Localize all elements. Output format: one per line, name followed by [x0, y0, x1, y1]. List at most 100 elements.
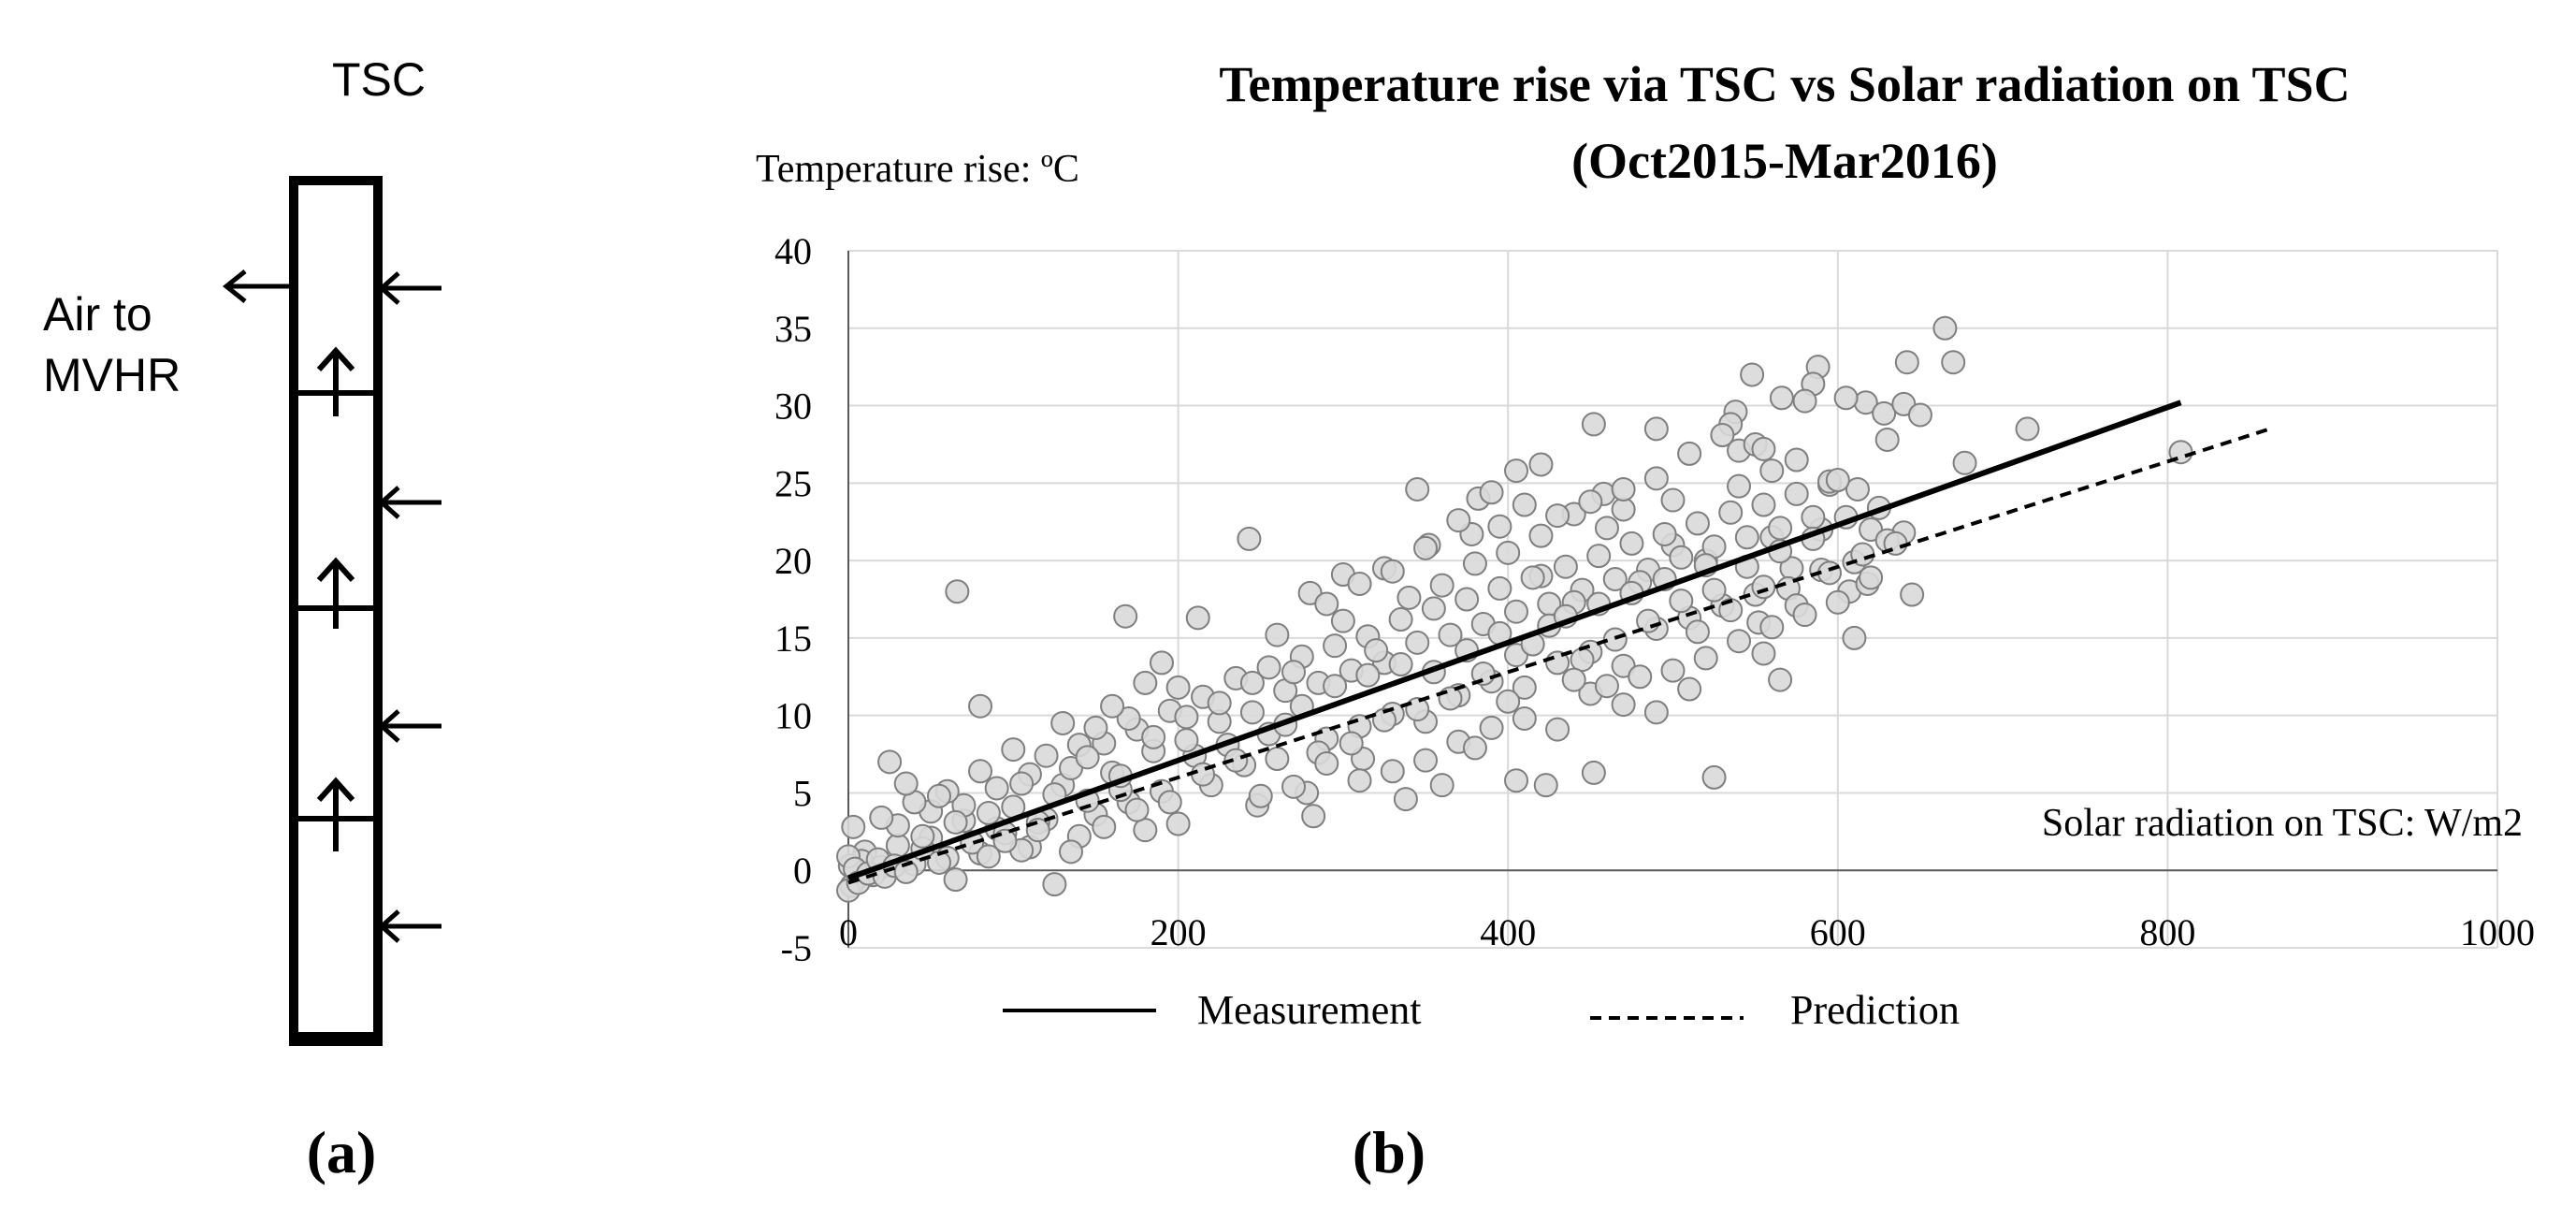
scatter-point: [1504, 458, 1529, 484]
scatter-point: [1429, 773, 1454, 798]
scatter-point: [1347, 571, 1372, 596]
scatter-point: [910, 823, 935, 849]
scatter-point: [1533, 773, 1558, 798]
y-tick-label: 40: [774, 230, 812, 272]
scatter-point: [893, 859, 919, 884]
scatter-point: [1586, 544, 1612, 569]
scatter-point: [1907, 402, 1932, 428]
scatter-point: [1479, 480, 1504, 505]
scatter-point: [1092, 814, 1117, 839]
scatter-point: [1239, 670, 1265, 695]
scatter-point: [1413, 748, 1439, 773]
scatter-point: [1545, 717, 1570, 742]
scatter-point: [1397, 585, 1422, 610]
scatter-point: [945, 579, 970, 604]
scatter-point: [1611, 476, 1636, 501]
scatter-point: [1669, 589, 1694, 614]
legend-prediction-label: Prediction: [1790, 987, 1960, 1033]
scatter-point: [1446, 508, 1471, 533]
scatter-point: [1364, 638, 1389, 663]
scatter-point: [1438, 686, 1463, 711]
scatter-point: [1462, 551, 1487, 576]
panel-a-schematic: TSC: [43, 53, 441, 1185]
scatter-point: [1952, 450, 1977, 475]
scatter-point: [1256, 655, 1281, 680]
scatter-point: [1685, 511, 1710, 536]
x-tick-label: 600: [1810, 911, 1866, 953]
scatter-points: [836, 315, 2193, 903]
measurement-line: [847, 400, 2182, 881]
scatter-point: [1380, 759, 1405, 784]
scatter-point: [1479, 715, 1504, 740]
scatter-point: [1113, 603, 1138, 629]
scatter-point: [1677, 676, 1702, 702]
scatter-point: [968, 759, 993, 784]
scatter-point: [1874, 427, 1900, 452]
scatter-point: [877, 749, 903, 775]
y-axis-label: Temperature rise: ºC: [756, 148, 1079, 191]
scatter-point: [1751, 436, 1776, 461]
prediction-line: [847, 427, 2271, 885]
air-inlet-arrow-icon: [378, 271, 441, 305]
scatter-point: [1330, 608, 1355, 633]
scatter-point: [1561, 667, 1586, 692]
panel-b-chart: Temperature rise via TSC vs Solar radiat…: [756, 56, 2535, 1185]
chart-subtitle: (Oct2015-Mar2016): [1571, 133, 1998, 189]
scatter-point: [1265, 622, 1290, 647]
scatter-point: [1581, 760, 1606, 785]
scatter-point: [2015, 416, 2040, 442]
scatter-point: [841, 814, 866, 839]
scatter-point: [1553, 554, 1578, 579]
scatter-point: [1842, 625, 1867, 650]
scatter-point: [1265, 747, 1290, 772]
scatter-point: [1545, 503, 1570, 529]
scatter-point: [1932, 315, 1958, 341]
scatter-point: [1239, 700, 1265, 725]
scatter-point: [1314, 591, 1339, 617]
scatter-point: [1594, 516, 1619, 541]
scatter-point: [1833, 385, 1859, 411]
air-inlet-arrow-icon: [378, 709, 441, 743]
scatter-point: [1141, 724, 1166, 749]
outlet-label-line-2: MVHR: [43, 349, 181, 401]
scatter-point: [1347, 768, 1372, 793]
scatter-point: [943, 867, 968, 893]
scatter-point: [1100, 693, 1125, 719]
scatter-point: [1496, 689, 1521, 714]
y-tick-label: 15: [774, 618, 812, 660]
scatter-point: [1059, 839, 1084, 865]
scatter-point: [1792, 603, 1817, 628]
scatter-point: [1701, 764, 1727, 790]
panel-a-label: (a): [307, 1119, 377, 1185]
scatter-point: [1718, 500, 1744, 525]
scatter-point: [1075, 745, 1100, 770]
scatter-point: [1301, 804, 1326, 829]
scatter-point: [1751, 492, 1776, 517]
scatter-point: [1611, 692, 1636, 718]
scatter-point: [1669, 545, 1694, 570]
scatter-point: [1207, 690, 1232, 716]
upward-flow-arrow-icon: [316, 557, 355, 629]
scatter-point: [1643, 416, 1669, 442]
scatter-point: [1643, 700, 1669, 725]
scatter-point: [1894, 350, 1919, 375]
scatter-point: [1487, 514, 1512, 539]
x-tick-label: 0: [839, 911, 858, 953]
scatter-point: [1734, 525, 1759, 550]
air-outlet-arrow-icon: [222, 269, 292, 303]
scatter-point: [1237, 526, 1262, 551]
y-tick-label: 5: [793, 772, 812, 814]
scatter-point: [1643, 466, 1669, 491]
scatter-point: [1693, 646, 1718, 671]
scatter-point: [1784, 481, 1809, 506]
scatter-point: [1149, 650, 1174, 676]
y-tick-label: -5: [781, 927, 812, 969]
scatter-point: [1462, 735, 1487, 761]
scatter-point: [1001, 737, 1026, 763]
air-inlet-arrow-icon: [378, 486, 441, 519]
scatter-point: [1405, 476, 1430, 501]
scatter-point: [1759, 458, 1785, 484]
scatter-point: [1872, 400, 1897, 426]
scatter-point: [1751, 641, 1776, 666]
